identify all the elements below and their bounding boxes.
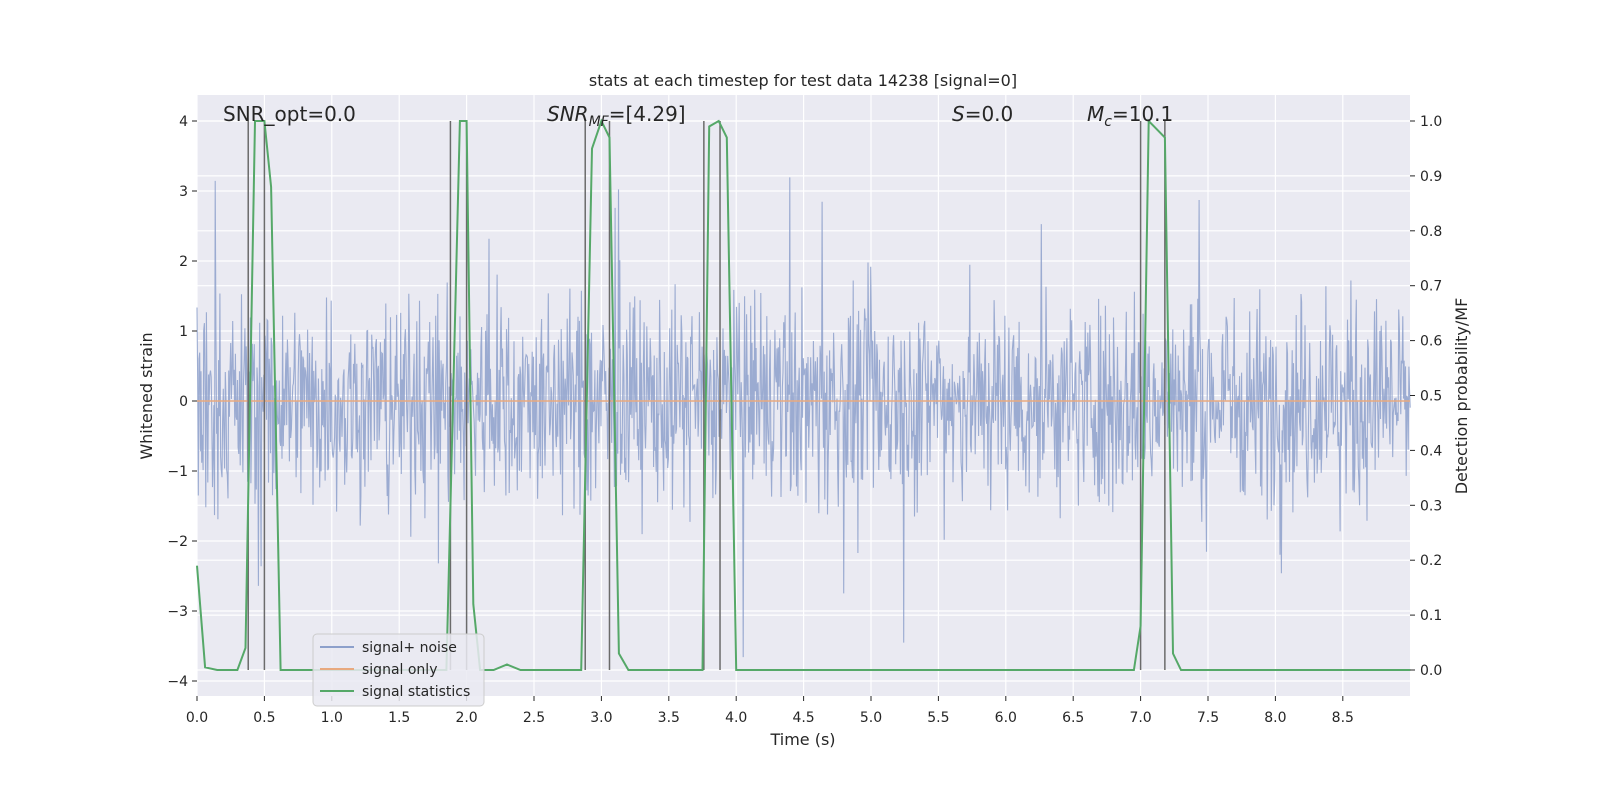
y-tick-label: −4 <box>167 674 188 690</box>
y2-tick-label: 0.5 <box>1420 389 1442 405</box>
y2-tick-label: 0.6 <box>1420 334 1442 350</box>
y-tick-label: 4 <box>179 114 188 130</box>
series-signal-statistics <box>196 118 1411 671</box>
detection-markers <box>247 121 1166 670</box>
x-tick-label: 2.5 <box>523 710 545 726</box>
y-tick-label: −1 <box>167 464 188 480</box>
legend-label-signal-statistics: signal statistics <box>362 684 470 700</box>
x-tick-label: 4.5 <box>792 710 814 726</box>
y2-tick-label: 0.3 <box>1420 498 1442 514</box>
x-tick-label: 5.5 <box>927 710 949 726</box>
y-ticks: −4 −3 −2 −1 0 1 2 3 4 <box>167 114 197 690</box>
annotation-snr-mf: SNRMF=[4.29] <box>547 102 686 130</box>
y2-tick-label: 0.0 <box>1420 663 1442 679</box>
y2-tick-label: 0.4 <box>1420 443 1442 459</box>
x-tick-label: 8.0 <box>1264 710 1286 726</box>
y2-tick-label: 0.7 <box>1420 279 1442 295</box>
x-tick-label: 7.5 <box>1197 710 1219 726</box>
legend-label-signal-noise: signal+ noise <box>362 640 457 656</box>
legend-box <box>312 633 485 707</box>
y-tick-label: 3 <box>179 184 188 200</box>
y2-axis-label: Detection probability/MF <box>1452 298 1471 495</box>
x-ticks: 0.0 0.5 1.0 1.5 2.0 2.5 3.0 3.5 4.0 4.5 5.0 5.5 6.0 6… <box>186 696 1354 726</box>
x-tick-label: 8.5 <box>1332 710 1354 726</box>
x-tick-label: 6.0 <box>995 710 1017 726</box>
y2-tick-label: 0.9 <box>1420 169 1442 185</box>
annotation-s: S=0.0 <box>952 102 1013 126</box>
y-tick-label: 1 <box>179 324 188 340</box>
x-tick-label: 0.0 <box>186 710 208 726</box>
annotations: SNR_opt=0.0 SNRMF=[4.29] S=0.0 Mc=10.1 <box>223 102 1173 130</box>
x-tick-label: 0.5 <box>253 710 275 726</box>
x-tick-label: 1.0 <box>321 710 343 726</box>
x-tick-label: 3.5 <box>658 710 680 726</box>
chart-title: stats at each timestep for test data 142… <box>589 71 1017 90</box>
series-signal-noise <box>196 177 1411 658</box>
x-tick-label: 6.5 <box>1062 710 1084 726</box>
y-axis-label: Whitened strain <box>137 332 156 459</box>
y2-tick-label: 1.0 <box>1420 114 1442 130</box>
legend-label-signal-only: signal only <box>362 662 437 678</box>
legend: signal+ noise signal only signal statist… <box>312 633 485 707</box>
y-tick-label: −3 <box>167 604 188 620</box>
x-tick-label: 5.0 <box>860 710 882 726</box>
x-tick-label: 1.5 <box>388 710 410 726</box>
y2-tick-label: 0.8 <box>1420 224 1442 240</box>
grid <box>196 95 1410 696</box>
x-tick-label: 3.0 <box>590 710 612 726</box>
x-tick-label: 7.0 <box>1129 710 1151 726</box>
y2-tick-label: 0.1 <box>1420 608 1442 624</box>
y-tick-label: 0 <box>179 394 188 410</box>
y2-tick-label: 0.2 <box>1420 553 1442 569</box>
x-tick-label: 4.0 <box>725 710 747 726</box>
y2-ticks: 0.0 0.1 0.2 0.3 0.4 0.5 0.6 0.7 0.8 0.9 1.0 <box>1410 114 1442 679</box>
statistics-line <box>196 118 1411 671</box>
y-tick-label: −2 <box>167 534 188 550</box>
y-tick-label: 2 <box>179 254 188 270</box>
annotation-snr-opt: SNR_opt=0.0 <box>223 102 356 126</box>
noise-trace <box>196 177 1411 658</box>
x-tick-label: 2.0 <box>455 710 477 726</box>
x-axis-label: Time (s) <box>769 730 835 749</box>
annotation-mc: Mc=10.1 <box>1087 102 1173 130</box>
